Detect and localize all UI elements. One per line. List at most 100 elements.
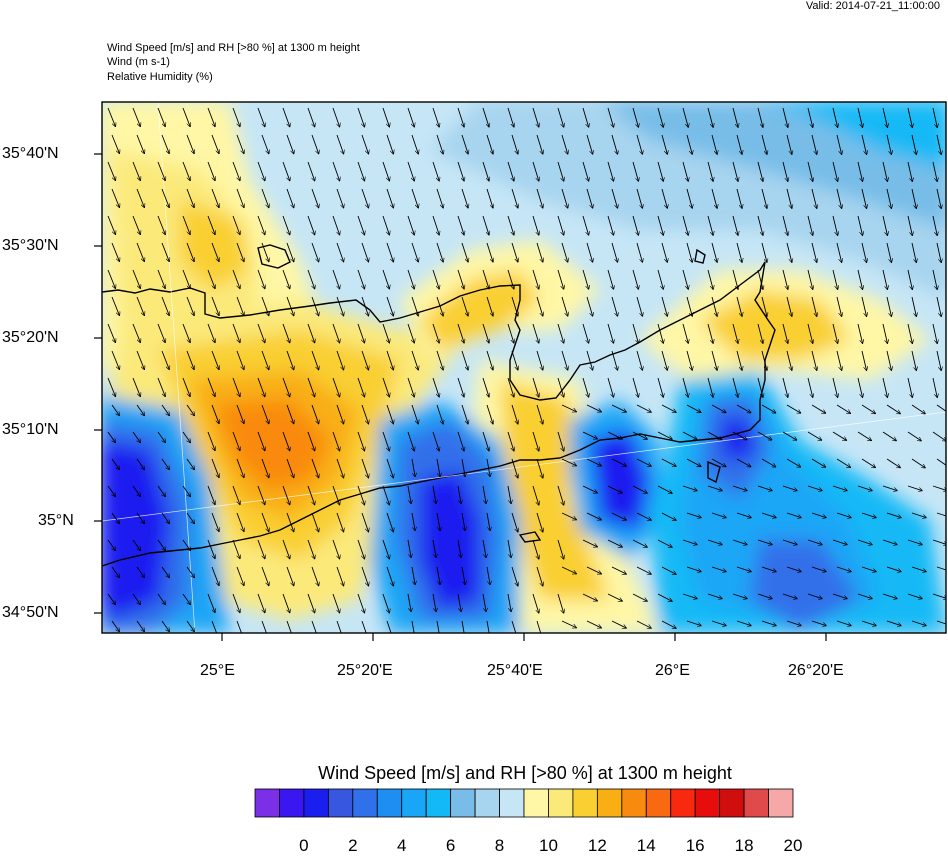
wind-arrow	[857, 485, 872, 491]
wind-arrow	[207, 485, 215, 505]
wind-arrow	[811, 512, 826, 518]
wind-arrow	[686, 134, 692, 154]
wind-arrow	[461, 188, 468, 208]
wind-arrow	[611, 566, 626, 574]
wind-arrow	[461, 458, 465, 477]
wind-speed-shading	[102, 102, 946, 633]
lon-label: 26°E	[655, 662, 690, 679]
wind-arrow	[211, 296, 219, 316]
wind-arrow	[432, 377, 439, 397]
wind-arrow	[686, 296, 692, 316]
wind-arrow	[357, 539, 365, 559]
wind-arrow	[257, 215, 265, 235]
wind-arrow	[361, 350, 369, 370]
wind-arrow	[357, 107, 365, 127]
wind-arrow	[607, 323, 614, 343]
wind-arrow	[357, 431, 365, 451]
wind-arrow	[657, 269, 663, 289]
wind-arrow	[857, 431, 872, 441]
wind-arrow	[436, 188, 443, 208]
wind-arrow	[161, 458, 169, 470]
wind-arrow	[286, 620, 292, 633]
wind-arrow	[182, 377, 190, 397]
wind-arrow	[811, 188, 817, 208]
wind-arrow	[711, 566, 726, 572]
wind-arrow	[207, 593, 215, 613]
wind-arrow	[132, 269, 140, 289]
wind-arrow	[557, 485, 564, 505]
wind-arrow	[236, 242, 244, 262]
wind-arrow	[386, 620, 392, 633]
wind-arrow	[782, 377, 788, 397]
wind-arrow	[157, 161, 165, 181]
wind-arrow	[861, 566, 876, 572]
wind-arrow	[911, 566, 926, 572]
wind-arrow	[332, 593, 340, 613]
wind-arrow	[136, 566, 144, 578]
wind-arrow	[486, 458, 490, 477]
wind-arrow	[236, 350, 244, 370]
wind-arrow	[186, 242, 194, 262]
wind-arrow	[532, 269, 539, 289]
wind-arrow	[361, 242, 369, 262]
wind-arrow	[307, 377, 315, 397]
wind-arrow	[682, 107, 688, 127]
wind-arrow	[782, 161, 788, 181]
colorbar-swatch	[303, 788, 329, 818]
wind-arrow	[732, 485, 747, 491]
colorbar	[254, 788, 794, 818]
wind-arrow	[686, 458, 701, 467]
wind-arrow	[161, 242, 169, 262]
wind-arrow	[332, 161, 340, 181]
wind-arrow	[211, 188, 219, 208]
wind-arrow	[557, 323, 564, 343]
wind-arrow	[732, 593, 747, 599]
wind-arrow	[157, 431, 165, 443]
wind-arrow	[411, 242, 418, 262]
wind-arrow	[357, 215, 365, 235]
wind-arrow	[232, 431, 240, 451]
wind-arrow	[161, 296, 169, 316]
wind-arrow	[907, 539, 922, 545]
wind-arrow	[336, 188, 344, 208]
wind-arrow	[857, 323, 863, 343]
wind-arrow	[661, 296, 667, 316]
colorbar-swatch	[401, 788, 427, 818]
wind-arrow	[357, 377, 365, 397]
colorbar-swatch	[450, 788, 476, 818]
wind-arrow	[907, 485, 922, 491]
wind-arrow	[561, 242, 568, 262]
wind-arrow	[886, 566, 901, 572]
wind-arrow	[182, 539, 190, 551]
colorbar-label: 10	[538, 836, 558, 855]
wind-arrow	[257, 107, 265, 127]
wind-arrow	[932, 539, 946, 545]
wind-arrow	[332, 107, 340, 127]
wind-arrow	[886, 134, 891, 154]
wind-arrow	[207, 431, 215, 451]
wind-arrow	[736, 242, 742, 262]
wind-arrow	[711, 242, 717, 262]
wind-arrow	[861, 242, 867, 262]
wind-arrow	[882, 431, 896, 441]
wind-arrow	[857, 215, 863, 235]
wind-arrow	[811, 620, 826, 626]
wind-arrow	[307, 431, 315, 451]
wind-arrow	[636, 188, 642, 208]
wind-arrow	[332, 323, 340, 343]
wind-arrow	[586, 134, 593, 154]
wind-arrow	[557, 593, 564, 613]
wind-arrow	[457, 431, 464, 451]
lat-label: 35°10'N	[2, 421, 59, 438]
wind-arrow	[732, 539, 747, 545]
wind-arrow	[761, 134, 767, 154]
wind-arrow	[632, 431, 647, 439]
wind-arrow	[736, 134, 742, 154]
wind-arrow	[111, 350, 119, 370]
wind-arrow	[482, 431, 489, 451]
wind-arrow	[136, 404, 144, 416]
wind-arrow	[707, 107, 713, 127]
wind-arrow	[111, 458, 119, 470]
wind-arrow	[782, 485, 797, 491]
wind-arrow	[882, 215, 887, 235]
